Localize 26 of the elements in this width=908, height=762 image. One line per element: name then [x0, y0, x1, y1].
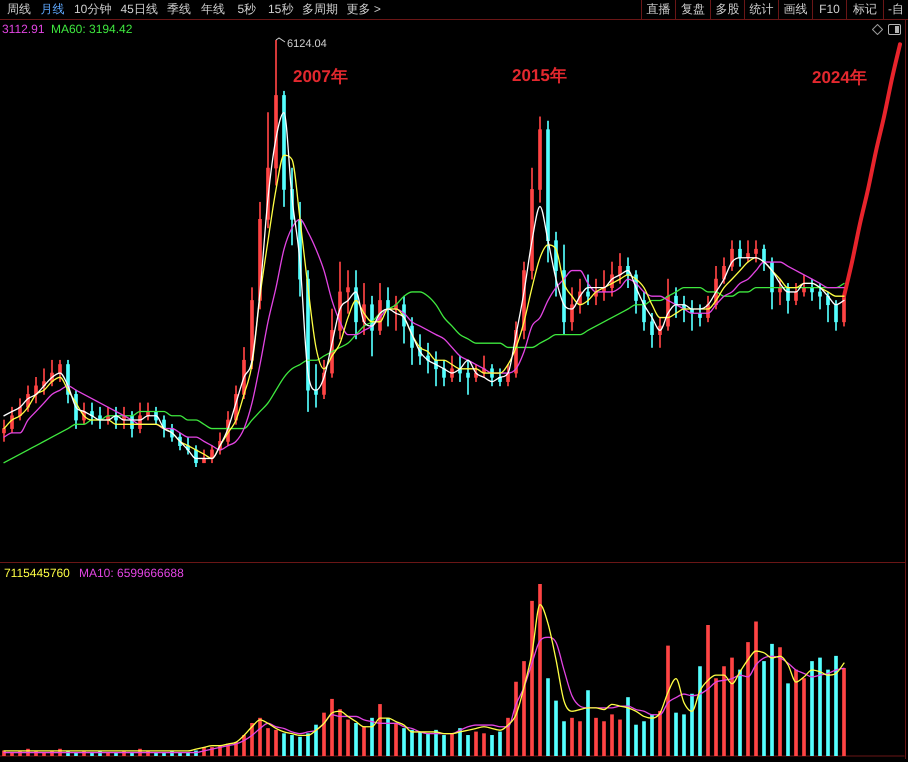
annotation: 2007年	[293, 67, 348, 87]
text: 画线	[778, 0, 812, 19]
text: 45日线	[120, 1, 158, 18]
text: 更多 >	[346, 1, 381, 18]
text: 标记	[846, 0, 883, 19]
text: F10	[812, 0, 846, 19]
text: 年线	[201, 1, 225, 18]
text: MA60: 3194.42	[51, 22, 132, 36]
text: 季线	[167, 1, 191, 18]
text: MA10: 6599666688	[79, 566, 184, 580]
text: 多周期	[302, 1, 338, 18]
text: 3112.91	[2, 22, 44, 36]
annotation: 2024年	[812, 68, 867, 88]
text: 直播	[641, 0, 675, 19]
annotation: 6124.04	[287, 38, 327, 50]
text: 多股	[710, 0, 744, 19]
text: 月线	[40, 1, 65, 18]
text: 5秒	[238, 1, 256, 18]
text: -自	[883, 0, 908, 19]
text: 7115445760	[4, 566, 70, 580]
text: 周线	[7, 1, 31, 18]
text: 15秒	[268, 1, 294, 18]
annotation: 2015年	[512, 66, 567, 86]
text: 统计	[744, 0, 778, 19]
text: 10分钟	[74, 1, 112, 18]
text: 复盘	[675, 0, 710, 19]
